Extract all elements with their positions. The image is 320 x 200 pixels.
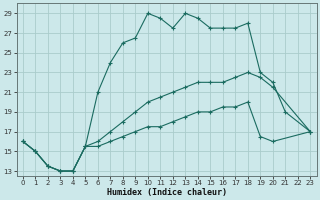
- X-axis label: Humidex (Indice chaleur): Humidex (Indice chaleur): [107, 188, 227, 197]
